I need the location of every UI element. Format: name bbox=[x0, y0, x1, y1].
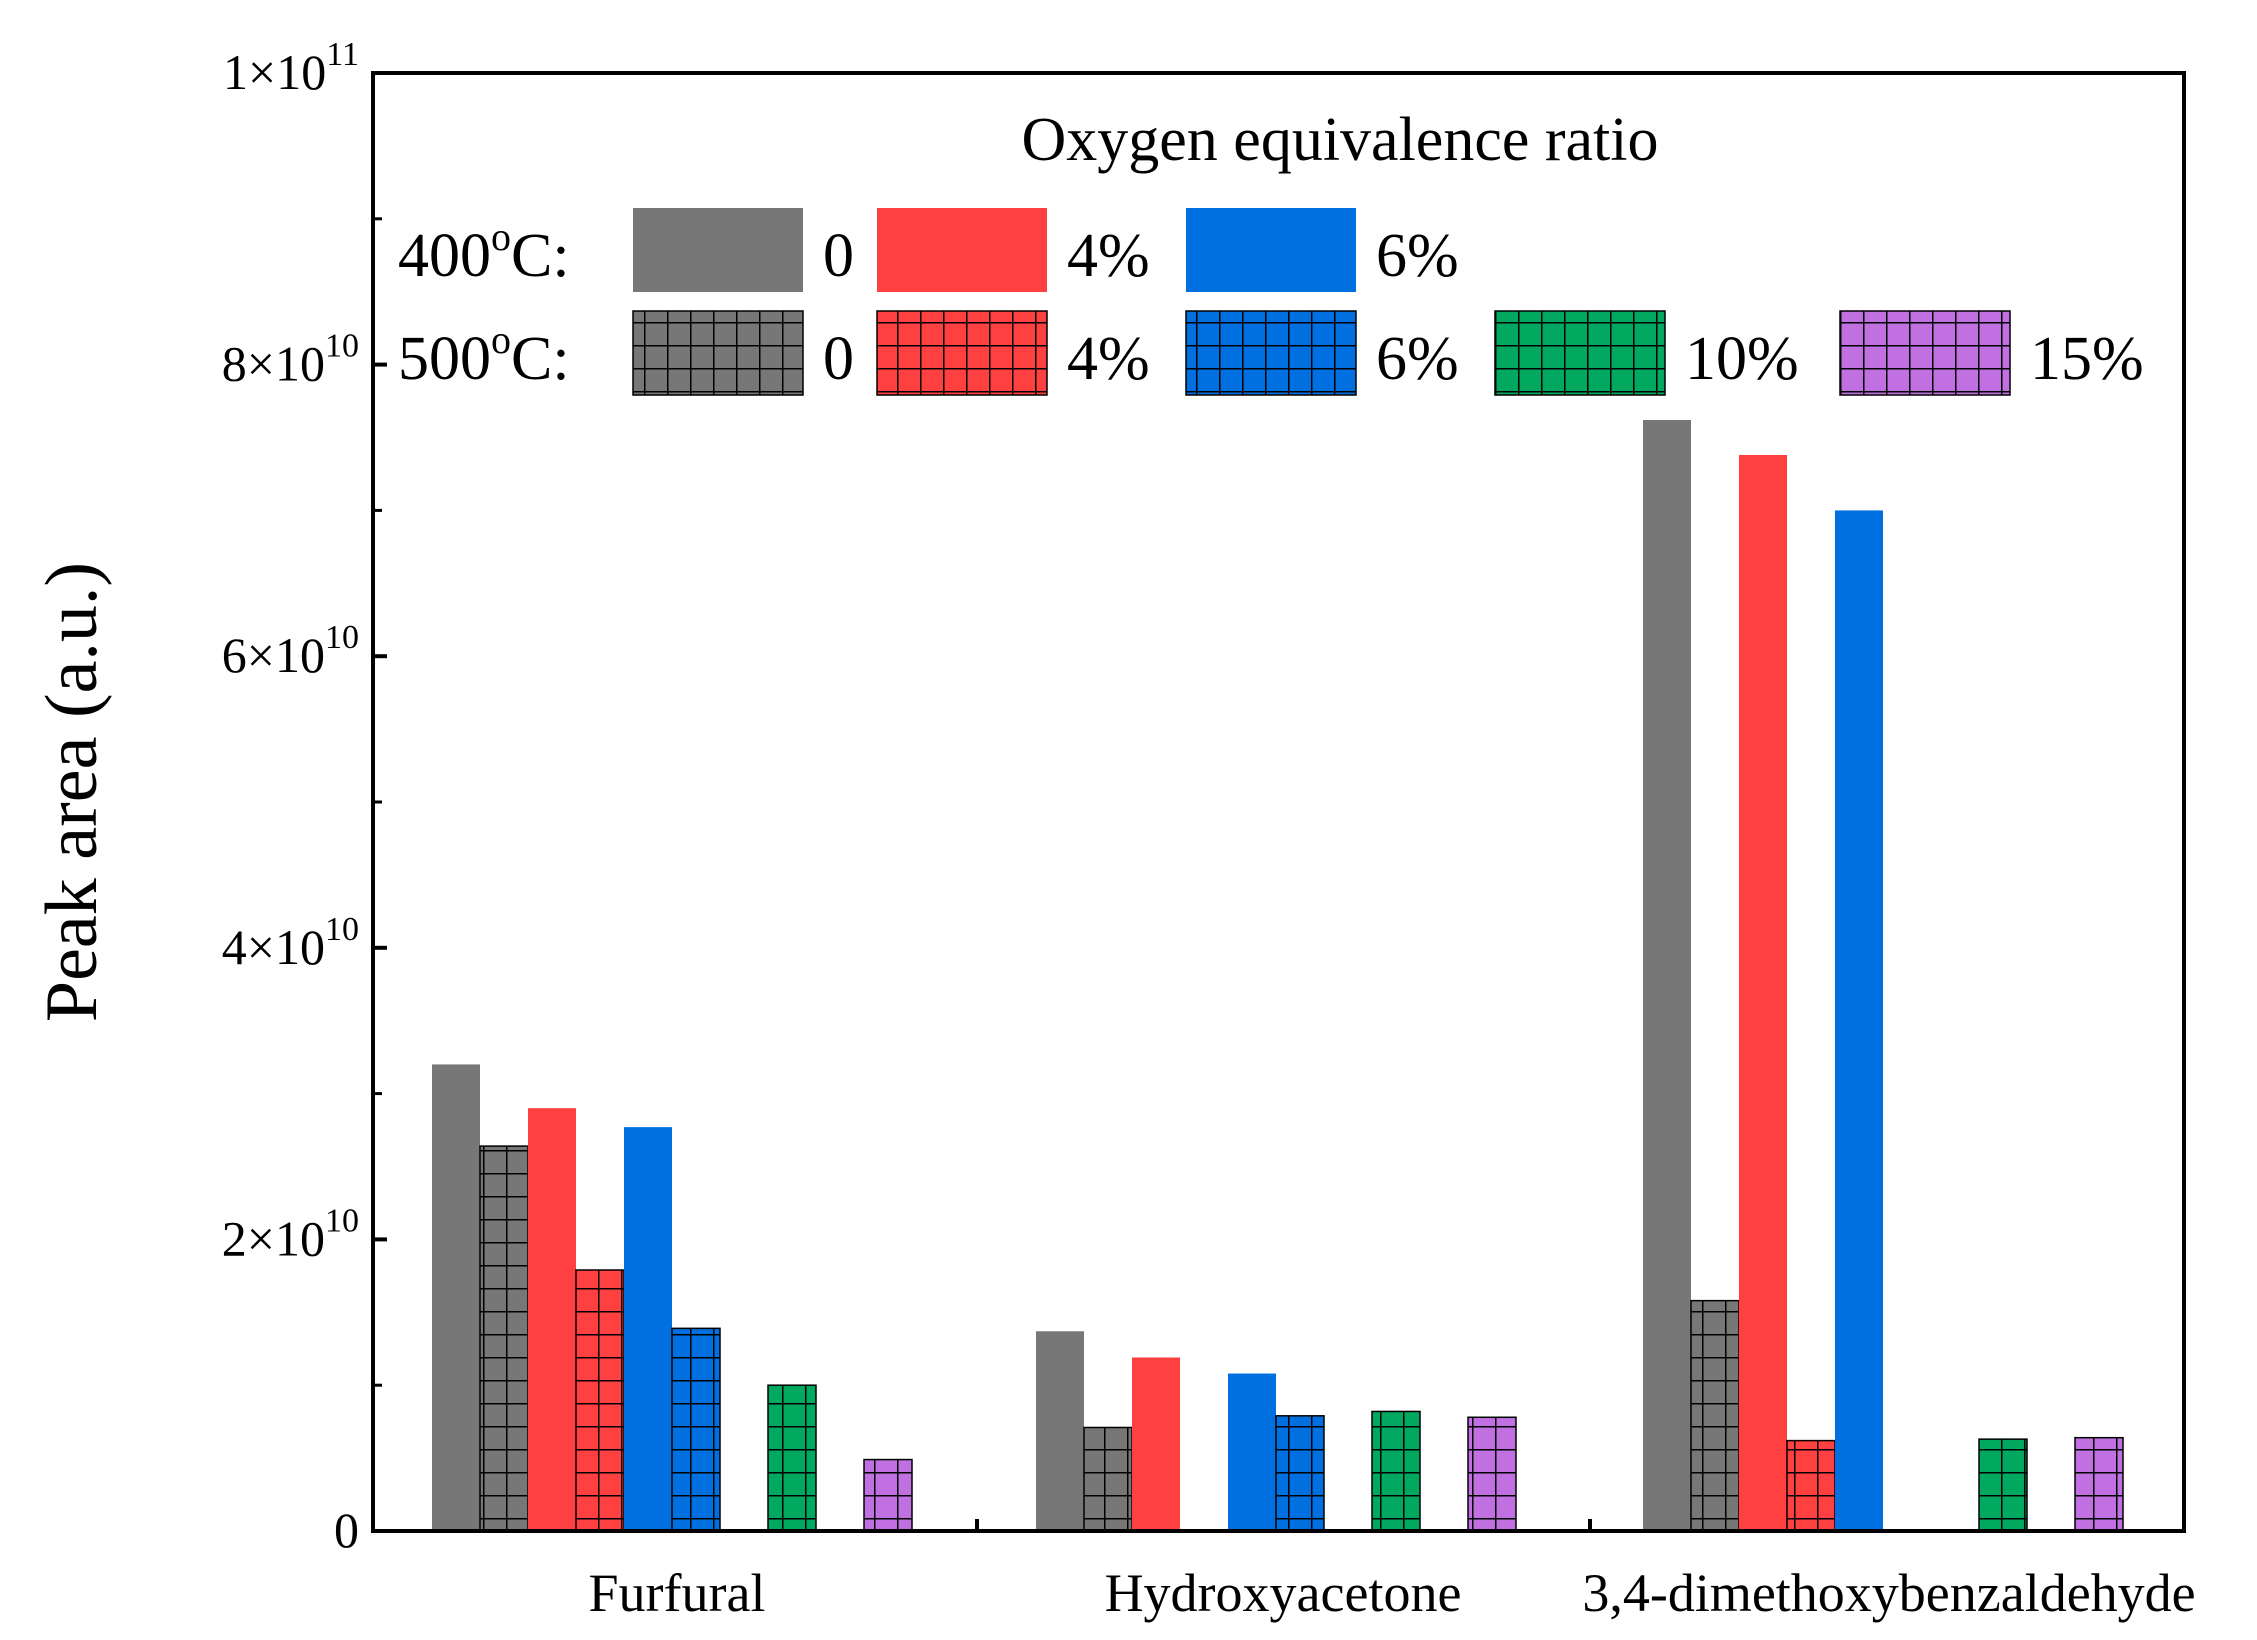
legend-swatch bbox=[1494, 310, 1666, 396]
x-tick-label: Hydroxyacetone bbox=[1105, 1563, 1462, 1623]
legend-title: Oxygen equivalence ratio bbox=[1022, 106, 1659, 174]
axes: 0 2×1010 4×1010 6×1010 8×1010 1×1011 Furfural H… bbox=[31, 36, 2196, 1623]
y-tick-label: 2×1010 bbox=[222, 1202, 359, 1266]
bar-3-2 bbox=[1786, 1439, 1836, 1532]
bar-7-0 bbox=[863, 1458, 913, 1532]
legend-row-label: 500oC: bbox=[398, 317, 570, 393]
bar-1-0 bbox=[479, 1145, 529, 1532]
legend-swatch bbox=[632, 310, 804, 396]
legend-swatch bbox=[876, 310, 1048, 396]
legend-entry-label: 10% bbox=[1685, 325, 1799, 393]
legend-swatch bbox=[1186, 208, 1356, 292]
legend-row-label: 400oC: bbox=[398, 214, 570, 290]
bar-0-0 bbox=[432, 1064, 480, 1531]
bar-6-2 bbox=[1978, 1438, 2028, 1532]
bar-2-2 bbox=[1739, 454, 1787, 1532]
legend-entry-label: 15% bbox=[2030, 325, 2144, 393]
legend-entry-label: 6% bbox=[1376, 325, 1459, 393]
y-tick-label: 0 bbox=[334, 1502, 359, 1558]
legend-swatch bbox=[1839, 310, 2011, 396]
bar-1-1 bbox=[1083, 1426, 1133, 1532]
bar-2-0 bbox=[528, 1108, 576, 1531]
x-tick-label: Furfural bbox=[589, 1563, 766, 1623]
bar-1-2 bbox=[1690, 1299, 1740, 1532]
x-tick-label: 3,4-dimethoxybenzaldehyde bbox=[1582, 1563, 2195, 1623]
legend-swatch bbox=[633, 208, 803, 292]
y-tick-label: 1×1011 bbox=[223, 36, 359, 100]
legend-entry-label: 6% bbox=[1376, 222, 1459, 290]
bar-4-0 bbox=[624, 1127, 672, 1531]
bar-4-1 bbox=[1228, 1373, 1276, 1531]
plot-area bbox=[432, 420, 2124, 1532]
bar-0-2 bbox=[1643, 420, 1691, 1531]
legend-entry-label: 0 bbox=[823, 325, 854, 393]
bar-7-1 bbox=[1467, 1416, 1517, 1532]
bar-7-2 bbox=[2074, 1436, 2124, 1532]
y-axis-label: Peak area (a.u.) bbox=[31, 562, 113, 1022]
legend-swatch bbox=[1185, 310, 1357, 396]
bar-2-1 bbox=[1132, 1357, 1180, 1531]
legend: Oxygen equivalence ratio 400oC: 0 4% 6% 500oC… bbox=[398, 106, 2144, 396]
bar-4-2 bbox=[1835, 510, 1883, 1531]
bar-3-0 bbox=[575, 1269, 625, 1532]
bar-0-1 bbox=[1036, 1331, 1084, 1531]
legend-entry-label: 4% bbox=[1067, 222, 1150, 290]
legend-entry-label: 4% bbox=[1067, 325, 1150, 393]
bar-5-1 bbox=[1275, 1415, 1325, 1532]
y-tick-label: 6×1010 bbox=[222, 619, 359, 683]
y-tick-label: 4×1010 bbox=[222, 911, 359, 975]
bar-6-1 bbox=[1371, 1410, 1421, 1532]
legend-entry-label: 0 bbox=[823, 222, 854, 290]
y-tick-label: 8×1010 bbox=[222, 328, 359, 392]
bar-6-0 bbox=[767, 1384, 817, 1532]
bar-5-0 bbox=[671, 1327, 721, 1532]
legend-swatch bbox=[877, 208, 1047, 292]
